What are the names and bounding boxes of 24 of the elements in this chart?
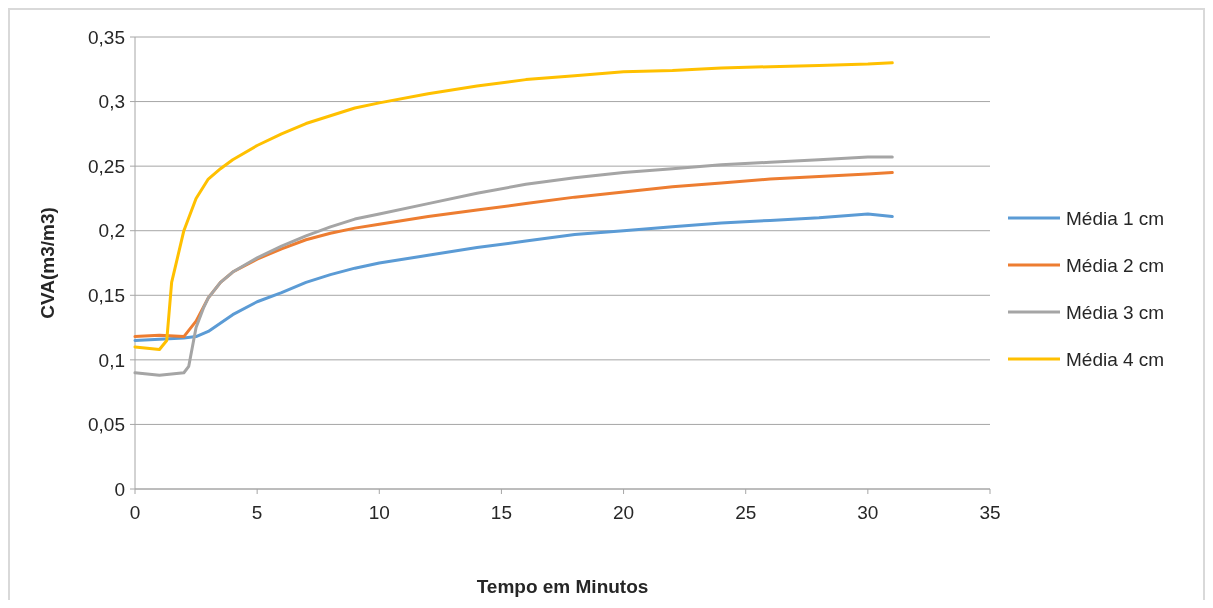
y-tick-label: 0,15 bbox=[88, 284, 125, 306]
x-axis-title: Tempo em Minutos bbox=[476, 576, 649, 597]
legend-label: Média 4 cm bbox=[1066, 348, 1165, 370]
x-tick-label: 30 bbox=[857, 502, 879, 523]
x-tick-label: 25 bbox=[735, 502, 757, 523]
x-tick-label: 10 bbox=[368, 502, 390, 523]
y-tick-label: 0,2 bbox=[98, 220, 125, 242]
y-tick-label: 0,3 bbox=[98, 91, 125, 113]
x-tick-label: 5 bbox=[251, 502, 263, 523]
x-tick-label: 0 bbox=[129, 502, 141, 523]
y-tick-label: 0,1 bbox=[98, 349, 125, 371]
line-series bbox=[133, 212, 894, 342]
line-series bbox=[133, 61, 894, 352]
x-tick-label: 15 bbox=[490, 502, 512, 523]
legend-label: Média 2 cm bbox=[1066, 254, 1165, 276]
x-tick-label: 20 bbox=[613, 502, 635, 523]
x-tick-label: 35 bbox=[979, 502, 1001, 523]
y-tick-label: 0,05 bbox=[88, 414, 125, 436]
y-tick-label: 0,35 bbox=[88, 26, 125, 48]
y-axis-title: CVA(m3/m3) bbox=[37, 207, 58, 319]
legend-label: Média 1 cm bbox=[1066, 207, 1165, 229]
legend-label: Média 3 cm bbox=[1066, 301, 1165, 323]
y-tick-label: 0,25 bbox=[88, 155, 125, 177]
y-tick-label: 0 bbox=[114, 478, 125, 500]
